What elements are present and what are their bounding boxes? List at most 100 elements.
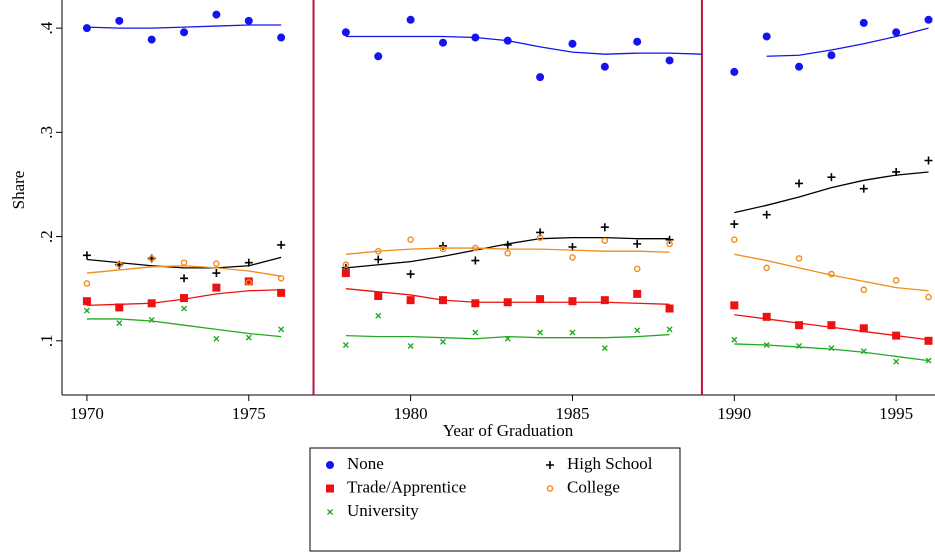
data-point: [277, 288, 286, 297]
fit-line: [345, 247, 670, 255]
data-point: [601, 237, 609, 245]
data-point: [827, 51, 836, 60]
data-point: [472, 244, 479, 252]
data-point: [666, 240, 673, 248]
fit-line: [766, 27, 929, 57]
data-point: [892, 28, 901, 37]
x-tick-label: 1985: [555, 404, 589, 423]
data-point: [795, 321, 804, 330]
x-tick-label: 1975: [232, 404, 266, 423]
data-point: [665, 304, 674, 313]
data-point: [180, 259, 188, 266]
data-point: [245, 279, 253, 286]
data-point: [82, 251, 91, 260]
data-point: [277, 33, 286, 42]
data-point: [471, 33, 480, 42]
legend-marker: [546, 461, 554, 469]
x-axis-title: Year of Graduation: [443, 421, 574, 440]
data-point: [115, 261, 123, 269]
data-point: [439, 338, 446, 345]
data-point: [342, 261, 350, 269]
data-point: [537, 329, 544, 336]
data-point: [795, 62, 804, 71]
data-point: [83, 307, 90, 314]
data-point: [342, 341, 349, 348]
data-point: [568, 297, 577, 306]
legend-marker: [546, 485, 554, 492]
data-point: [472, 329, 479, 336]
data-point: [634, 327, 641, 334]
data-point: [374, 52, 383, 61]
data-point: [180, 294, 189, 303]
data-point: [277, 274, 285, 282]
x-tick-label: 1970: [70, 404, 104, 423]
data-point: [341, 28, 350, 37]
data-point: [116, 320, 123, 327]
data-point: [860, 286, 868, 294]
data-point: [406, 296, 415, 305]
data-point: [762, 32, 771, 41]
data-point: [763, 264, 770, 272]
data-point: [860, 348, 867, 355]
legend-marker: [326, 484, 334, 493]
data-point: [762, 210, 771, 219]
data-point: [471, 299, 480, 308]
data-point: [730, 67, 739, 76]
data-point: [828, 345, 835, 352]
data-point: [244, 277, 253, 286]
data-point: [665, 235, 674, 244]
data-point: [892, 167, 901, 176]
data-point: [600, 223, 609, 232]
data-point: [828, 270, 835, 278]
y-tick-label: .3: [37, 126, 56, 139]
data-point: [600, 62, 609, 71]
data-point: [795, 179, 804, 188]
data-point: [568, 39, 577, 48]
data-point: [438, 38, 447, 47]
data-point: [633, 37, 642, 46]
data-point: [374, 291, 383, 300]
legend-label: University: [347, 501, 419, 520]
data-point: [148, 255, 155, 262]
data-point: [633, 265, 641, 273]
data-point: [212, 10, 221, 19]
fit-line: [734, 343, 929, 362]
data-point: [82, 297, 91, 306]
y-tick-label: .1: [37, 334, 56, 347]
x-tick-label: 1995: [879, 404, 913, 423]
data-point: [859, 184, 868, 193]
fit-line: [86, 24, 282, 29]
data-point: [827, 321, 836, 330]
data-point: [375, 312, 382, 319]
data-point: [212, 269, 221, 278]
legend-marker: [327, 509, 333, 515]
data-point: [892, 331, 901, 340]
data-point: [731, 336, 738, 343]
data-point: [503, 36, 512, 45]
data-point: [115, 16, 124, 25]
data-point: [925, 357, 932, 364]
data-point: [244, 16, 253, 25]
data-point: [536, 234, 544, 241]
x-tick-label: 1980: [394, 404, 428, 423]
data-point: [892, 277, 900, 284]
data-point: [601, 345, 608, 352]
data-point: [213, 260, 220, 267]
data-point: [148, 316, 155, 323]
data-point: [600, 296, 609, 305]
data-point: [859, 18, 868, 27]
data-point: [181, 305, 188, 312]
data-point: [82, 24, 91, 33]
data-point: [569, 254, 576, 261]
data-point: [406, 15, 415, 24]
data-point: [925, 293, 932, 301]
data-point: [924, 156, 933, 165]
data-point: [180, 274, 189, 283]
data-point: [407, 236, 414, 244]
data-point: [762, 312, 771, 321]
data-point: [244, 258, 253, 267]
legend-label: None: [347, 454, 384, 473]
data-point: [859, 324, 868, 333]
y-tick-label: .4: [37, 21, 56, 34]
